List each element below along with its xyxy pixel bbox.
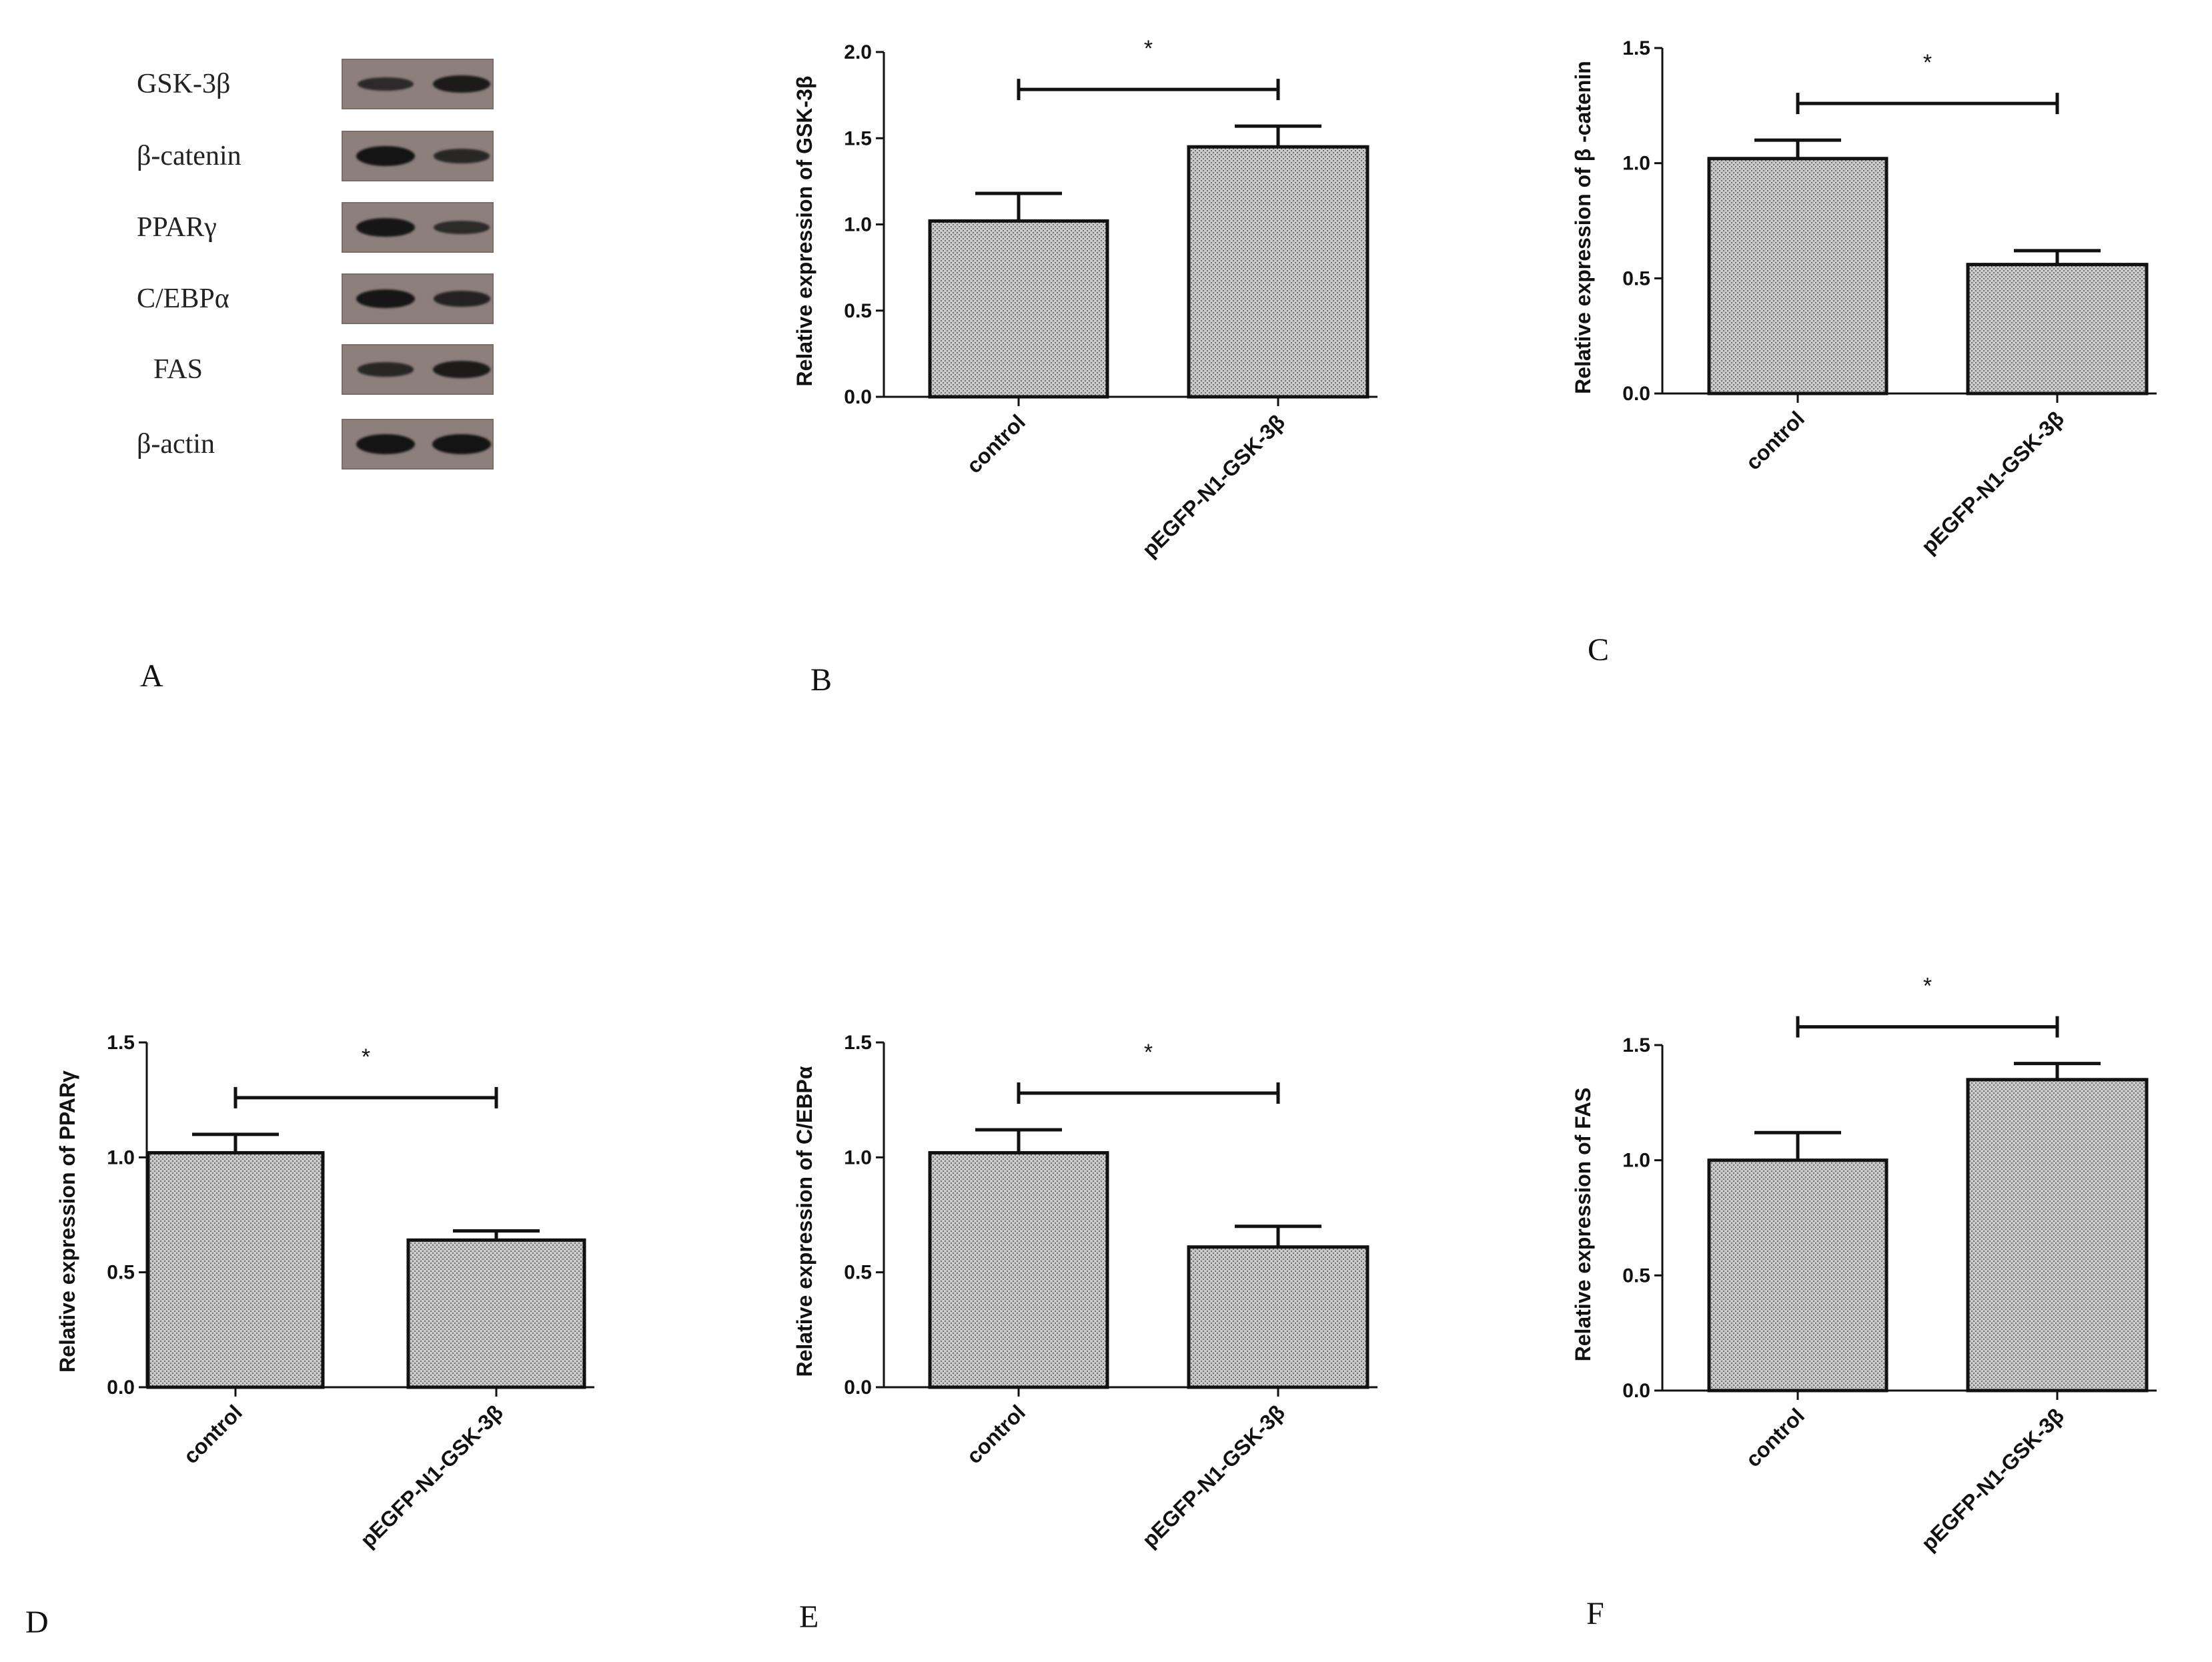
y-tick-label: 0.5 [1622,267,1650,289]
y-axis-title: Relative expression of GSK-3β [792,76,816,387]
blot-band [432,75,491,93]
bar [1966,263,2149,395]
blot-row-label: FAS [153,354,203,385]
category-label: pEGFP-N1-GSK-3β [1916,1403,2069,1555]
bar [406,1238,586,1389]
y-tick-label: 1.0 [1622,153,1650,175]
y-tick-label: 1.5 [844,1032,872,1054]
significance-star: * [362,1044,370,1070]
y-tick-label: 1.0 [107,1146,135,1168]
bar [1187,145,1369,399]
bar [1707,1158,1888,1393]
blot-band [356,434,415,454]
category-label: pEGFP-N1-GSK-3β [356,1400,508,1552]
y-axis-title: Relative expression of C/EBPα [792,1066,816,1377]
y-tick-label: 1.5 [844,127,872,149]
y-tick-label: 0.5 [844,1262,872,1284]
y-tick-label: 0.0 [1622,1380,1650,1402]
y-tick-label: 0.5 [844,300,872,322]
y-axis-title: Relative expression of PPARγ [55,1070,79,1373]
panel-letter: E [799,1599,818,1635]
bar [1966,1078,2149,1393]
blot-strip [342,202,494,253]
category-label: pEGFP-N1-GSK-3β [1916,406,2069,558]
significance-star: * [1144,1040,1153,1065]
panel-letter: D [25,1605,49,1640]
y-tick-label: 1.0 [844,214,872,236]
blot-row-label: PPARγ [137,212,217,243]
y-tick-label: 0.5 [1622,1265,1650,1287]
category-label: control [1741,406,1809,474]
blot-strip [342,59,494,109]
category-label: control [962,1400,1030,1468]
y-tick-label: 1.5 [1622,37,1650,59]
blot-band [358,77,414,91]
blot-band [434,220,490,235]
blot-band [433,291,490,307]
blot-band [432,360,491,379]
category-label: pEGFP-N1-GSK-3β [1137,1400,1289,1552]
blot-band [434,149,490,163]
blot-band [358,362,414,377]
bar [928,1150,1109,1389]
y-tick-label: 0.0 [1622,383,1650,405]
category-label: control [1741,1403,1809,1471]
panel-letter-a: A [140,658,163,694]
blot-strip [342,419,494,470]
blot-band [356,217,415,237]
blot-band [356,146,415,166]
y-axis-title: Relative expression of FAS [1571,1088,1595,1362]
blot-strip [342,273,494,324]
y-tick-label: 0.0 [107,1377,135,1399]
blot-row-label: C/EBPα [137,283,229,314]
y-tick-label: 2.0 [844,41,872,63]
y-tick-label: 0.0 [844,1377,872,1399]
panel-letter: B [810,662,832,698]
bar [928,219,1109,399]
panel-letter: F [1586,1596,1604,1631]
blot-row-label: β-actin [137,429,215,460]
significance-star: * [1923,50,1932,75]
category-label: pEGFP-N1-GSK-3β [1137,409,1289,562]
panel-letter: C [1588,632,1609,668]
bar [1187,1245,1369,1389]
western-blot-panel: GSK-3β β-catenin PPARγ C/EBPα FAS β-actin A [0,0,667,734]
y-axis-title: Relative expression of β -catenin [1571,61,1595,394]
category-label: control [179,1400,247,1468]
y-tick-label: 1.5 [107,1032,135,1054]
bar [1707,157,1888,395]
y-tick-label: 0.5 [107,1262,135,1284]
y-tick-label: 1.0 [844,1146,872,1168]
y-tick-label: 1.0 [1622,1150,1650,1172]
y-tick-label: 0.0 [844,386,872,408]
bar [146,1150,325,1389]
category-label: control [962,409,1030,478]
significance-star: * [1923,974,1932,999]
blot-strip [342,131,494,181]
blot-row-label: GSK-3β [137,69,231,99]
blot-strip [342,344,494,395]
significance-star: * [1144,36,1153,61]
y-tick-label: 1.5 [1622,1034,1650,1056]
blot-band [432,434,491,454]
blot-row-label: β-catenin [137,141,241,171]
blot-band [356,289,415,309]
